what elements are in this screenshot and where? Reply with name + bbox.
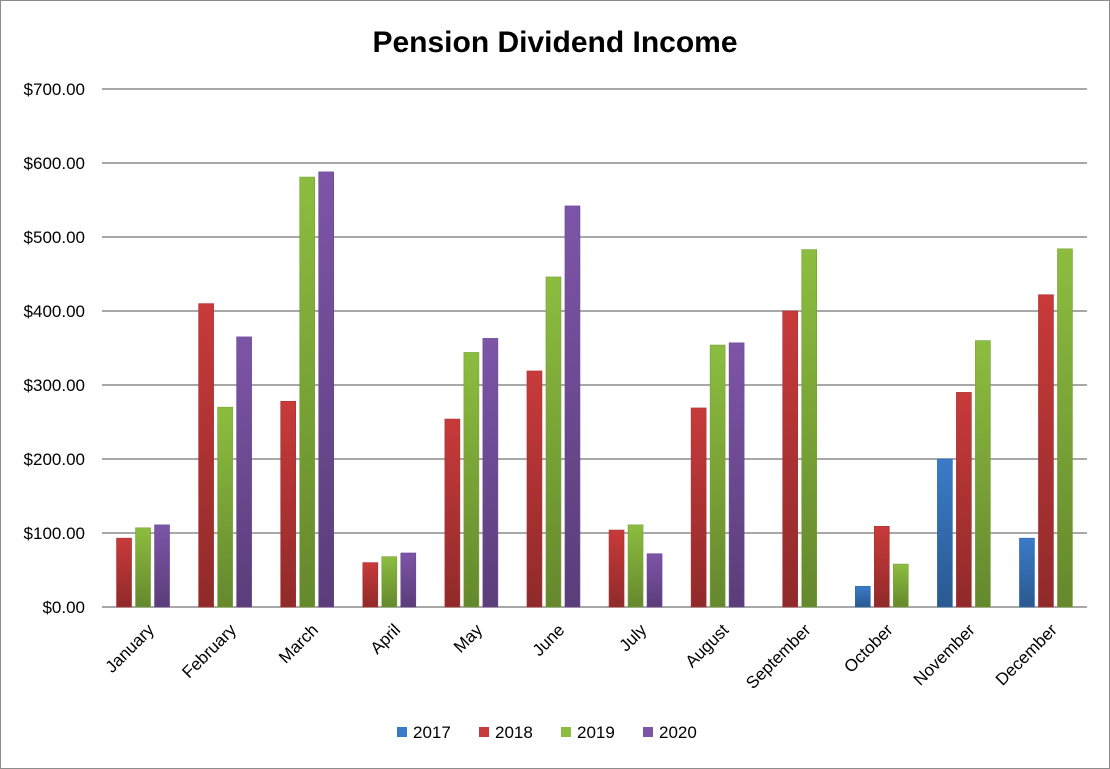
legend-swatch-2019 — [561, 727, 571, 737]
bar-2019-september — [801, 249, 818, 608]
y-tick-label: $500.00 — [24, 228, 85, 247]
bar-2020-august — [728, 342, 745, 608]
bar-2017-november — [937, 458, 953, 608]
legend-swatch-2017 — [397, 727, 407, 737]
bar-2018-june — [526, 370, 543, 608]
x-tick-label: November — [910, 620, 979, 689]
bars — [116, 171, 1073, 608]
legend: 2017 2018 2019 2020 — [397, 723, 697, 742]
bar-2020-june — [564, 205, 581, 608]
y-axis-ticks: $0.00 $100.00 $200.00 $300.00 $400.00 $500.00… — [24, 80, 85, 617]
bar-2019-august — [709, 344, 726, 608]
bar-2019-february — [217, 406, 233, 608]
y-tick-label: $0.00 — [42, 598, 85, 617]
x-tick-label: December — [992, 620, 1061, 689]
y-tick-label: $400.00 — [24, 302, 85, 321]
bar-2019-november — [975, 340, 991, 608]
bar-2019-december — [1057, 248, 1073, 608]
legend-label-2018: 2018 — [495, 723, 533, 742]
bar-2019-june — [545, 276, 562, 608]
bar-2019-july — [627, 524, 644, 608]
bar-2020-july — [646, 553, 663, 608]
bar-2020-january — [154, 524, 170, 608]
bar-2019-march — [299, 176, 316, 608]
bar-2019-october — [892, 563, 909, 608]
y-tick-label: $100.00 — [24, 524, 85, 543]
bar-2020-march — [318, 171, 335, 608]
x-tick-label: September — [742, 620, 814, 692]
x-tick-label: April — [367, 620, 404, 657]
legend-swatch-2020 — [643, 727, 653, 737]
legend-label-2019: 2019 — [577, 723, 615, 742]
bar-2018-december — [1038, 294, 1054, 608]
bar-2018-october — [873, 526, 890, 608]
x-axis-ticks: January February March April May June July Augu… — [102, 620, 1061, 693]
bar-2018-september — [782, 310, 799, 608]
bar-2020-april — [400, 552, 417, 608]
bar-2018-may — [444, 418, 461, 608]
y-tick-label: $700.00 — [24, 80, 85, 99]
y-tick-label: $200.00 — [24, 450, 85, 469]
legend-swatch-2018 — [479, 727, 489, 737]
x-tick-label: January — [102, 620, 159, 677]
bar-2019-april — [381, 556, 398, 608]
legend-label-2020: 2020 — [659, 723, 697, 742]
x-tick-label: October — [840, 620, 896, 676]
chart-title: Pension Dividend Income — [372, 26, 737, 59]
bar-2018-november — [956, 392, 972, 608]
bar-2018-february — [198, 303, 214, 608]
x-tick-label: August — [682, 620, 733, 671]
bar-2018-april — [362, 562, 379, 608]
x-tick-label: May — [450, 620, 486, 656]
y-tick-label: $300.00 — [24, 376, 85, 395]
x-tick-label: June — [529, 620, 569, 660]
bar-2019-january — [135, 527, 151, 608]
x-tick-label: February — [178, 620, 240, 682]
legend-label-2017: 2017 — [413, 723, 451, 742]
bar-2018-july — [608, 529, 625, 608]
bar-2017-october — [854, 585, 871, 608]
bar-2017-december — [1019, 537, 1035, 608]
bar-2018-january — [116, 537, 132, 608]
x-tick-label: March — [275, 620, 322, 667]
bar-2018-august — [690, 407, 707, 608]
bar-2018-march — [280, 400, 297, 608]
gridlines — [102, 88, 1087, 608]
x-tick-label: July — [616, 620, 651, 655]
bar-2020-may — [482, 338, 499, 608]
bar-2020-february — [236, 336, 252, 608]
y-tick-label: $600.00 — [24, 154, 85, 173]
bar-2019-may — [463, 352, 480, 608]
